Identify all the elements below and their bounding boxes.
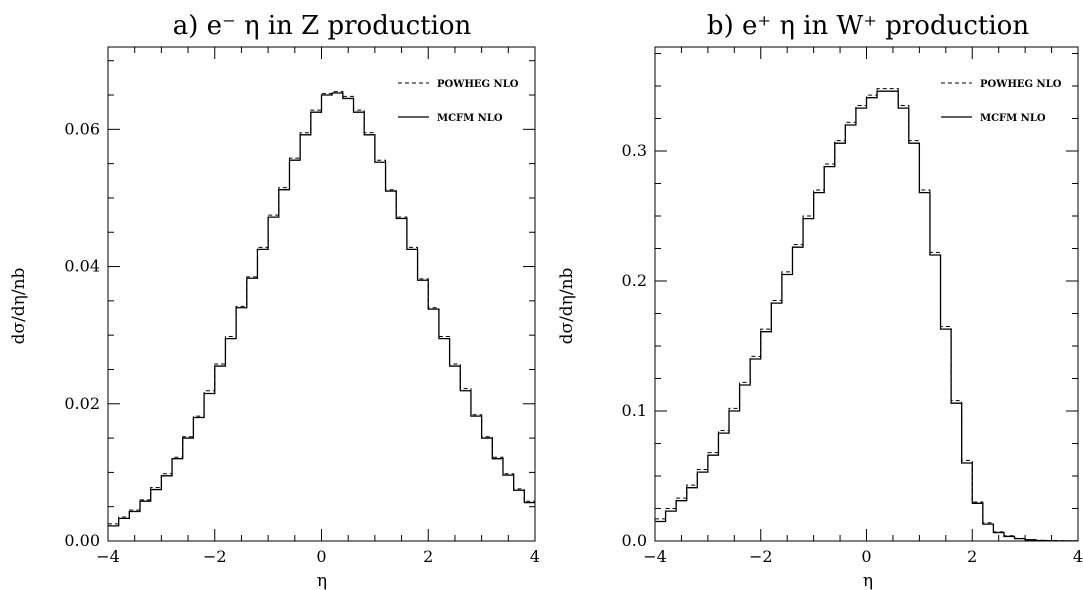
panel-b: b) e⁺ η in W⁺ production η dσ/dη/nb −4 −2…	[557, 11, 1083, 590]
x-tick-label: −2	[749, 547, 773, 566]
panel-a-x-tick-labels: −4 −2 0 2 4	[96, 547, 540, 566]
panel-a-series-mcfm-nlo	[108, 92, 535, 527]
x-tick-label: 0	[861, 547, 871, 566]
y-tick-label: 0.00	[64, 531, 100, 550]
x-tick-label: −4	[96, 547, 120, 566]
x-tick-label: −4	[643, 547, 667, 566]
y-tick-label: 0.2	[622, 271, 647, 290]
panel-a-ticks	[107, 47, 536, 542]
panel-a: a) e⁻ η in Z production η dσ/dη/nb −4 −2 0…	[9, 11, 540, 590]
x-tick-label: 0	[316, 547, 326, 566]
panel-b-x-axis-label: η	[863, 571, 873, 590]
x-tick-label: 2	[423, 547, 433, 566]
x-tick-label: −2	[203, 547, 227, 566]
legend-label-powheg-nlo: POWHEG NLO	[980, 79, 1062, 90]
panel-a-series	[108, 91, 535, 527]
panel-b-y-tick-labels: 0.0 0.1 0.2 0.3	[622, 141, 647, 550]
legend-label-mcfm-nlo: MCFM NLO	[437, 113, 503, 124]
panel-b-series	[655, 88, 1078, 542]
y-tick-label: 0.04	[64, 257, 100, 276]
panel-a-y-axis-label: dσ/dη/nb	[9, 267, 29, 344]
panel-a-x-axis-label: η	[317, 571, 327, 590]
panel-b-series-powheg-nlo	[655, 88, 1078, 542]
panel-b-series-mcfm-nlo	[655, 90, 1078, 542]
x-tick-label: 4	[530, 547, 540, 566]
panel-b-legend: POWHEG NLO MCFM NLO	[941, 79, 1062, 124]
y-tick-label: 0.0	[622, 531, 647, 550]
y-tick-label: 0.1	[622, 401, 647, 420]
panel-b-x-tick-labels: −4 −2 0 2 4	[643, 547, 1083, 566]
panel-a-y-tick-labels: 0.00 0.02 0.04 0.06	[64, 119, 100, 550]
legend-label-mcfm-nlo: MCFM NLO	[980, 113, 1046, 124]
x-tick-label: 4	[1073, 547, 1083, 566]
x-tick-label: 2	[967, 547, 977, 566]
panel-b-ticks	[654, 47, 1079, 542]
panel-b-y-axis-label: dσ/dη/nb	[557, 267, 577, 344]
y-tick-label: 0.3	[622, 141, 647, 160]
y-tick-label: 0.06	[64, 119, 100, 138]
y-tick-label: 0.02	[64, 394, 100, 413]
legend-label-powheg-nlo: POWHEG NLO	[437, 79, 519, 90]
panel-a-legend: POWHEG NLO MCFM NLO	[398, 79, 519, 124]
panel-b-title: b) e⁺ η in W⁺ production	[707, 11, 1029, 41]
panel-a-title: a) e⁻ η in Z production	[173, 11, 472, 41]
